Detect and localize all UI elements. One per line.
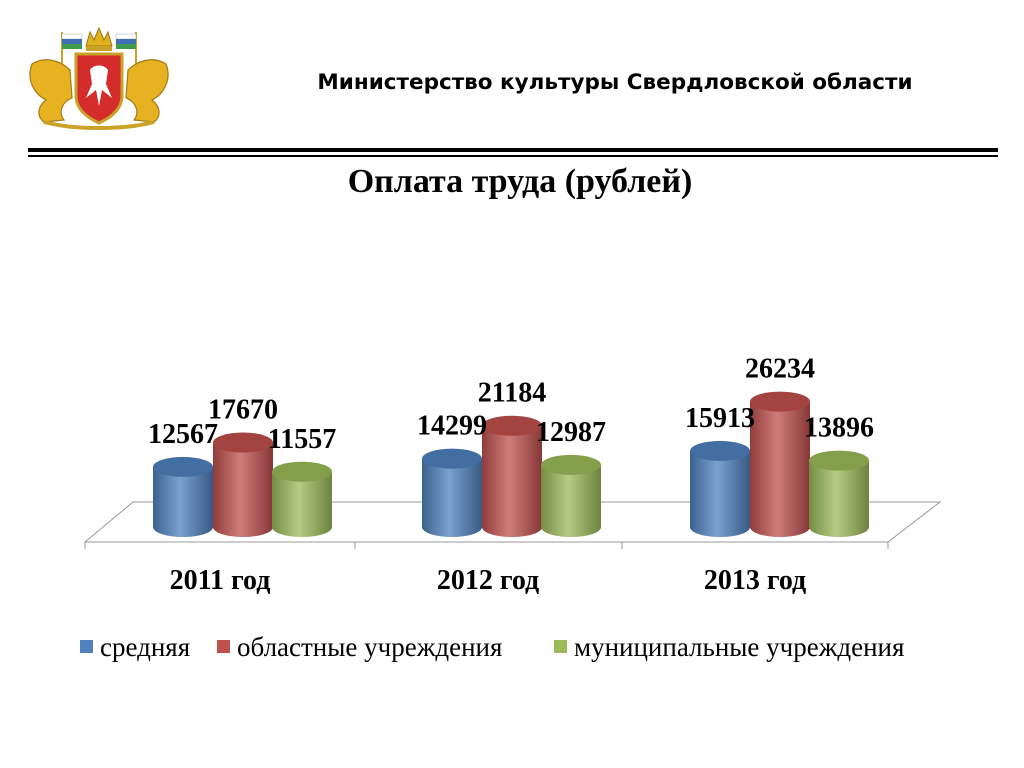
data-label: 15913 <box>685 403 755 434</box>
legend-item-average: средняя <box>80 632 190 663</box>
legend-label: областные учреждения <box>237 632 503 662</box>
chart-title: Оплата труда (рублей) <box>347 163 693 200</box>
data-label: 12987 <box>536 417 606 448</box>
data-label: 11557 <box>268 424 336 455</box>
legend-label: средняя <box>100 632 191 662</box>
bar-average-2012 <box>422 448 482 537</box>
data-label: 12567 <box>148 419 218 450</box>
data-label: 13896 <box>804 413 874 444</box>
bar-municipal-2013 <box>809 450 869 537</box>
coat-of-arms-icon <box>29 26 169 130</box>
header-divider-thick <box>28 148 998 152</box>
category-label: 2013 год <box>704 565 806 596</box>
legend-swatch <box>80 640 93 653</box>
chart-legend: средняя областные учреждения муниципальн… <box>80 632 980 672</box>
category-label: 2012 год <box>437 565 539 596</box>
legend-swatch <box>554 640 567 653</box>
bar-regional-2013 <box>750 391 810 537</box>
header-divider-thin <box>28 155 998 157</box>
bar-municipal-2011 <box>272 461 332 537</box>
data-label: 26234 <box>745 354 815 385</box>
legend-item-regional: областные учреждения <box>217 632 502 663</box>
bar-municipal-2012 <box>541 454 601 537</box>
bar-regional-2012 <box>482 415 542 537</box>
bar-average-2013 <box>690 440 750 537</box>
bar-regional-2011 <box>213 432 273 537</box>
data-label: 17670 <box>208 395 278 426</box>
category-label: 2011 год <box>170 565 271 596</box>
legend-swatch <box>217 640 230 653</box>
data-label: 21184 <box>478 378 546 409</box>
bar-average-2011 <box>153 456 213 537</box>
ministry-title: Министерство культуры Свердловской облас… <box>317 70 913 95</box>
legend-label: муниципальные учреждения <box>574 632 905 662</box>
legend-item-municipal: муниципальные учреждения <box>554 632 904 663</box>
data-label: 14299 <box>417 411 487 442</box>
